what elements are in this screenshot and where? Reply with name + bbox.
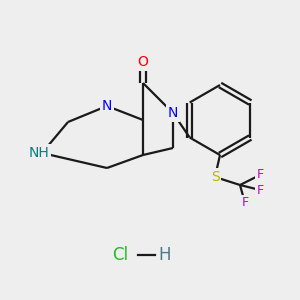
Text: N: N — [168, 106, 178, 120]
Text: S: S — [211, 170, 219, 184]
Text: H: H — [159, 246, 171, 264]
Text: F: F — [242, 196, 249, 209]
Text: F: F — [256, 184, 264, 196]
Text: O: O — [138, 55, 148, 69]
Text: F: F — [256, 169, 264, 182]
Text: N: N — [102, 99, 112, 113]
Text: NH: NH — [28, 146, 50, 160]
Text: Cl: Cl — [112, 246, 128, 264]
